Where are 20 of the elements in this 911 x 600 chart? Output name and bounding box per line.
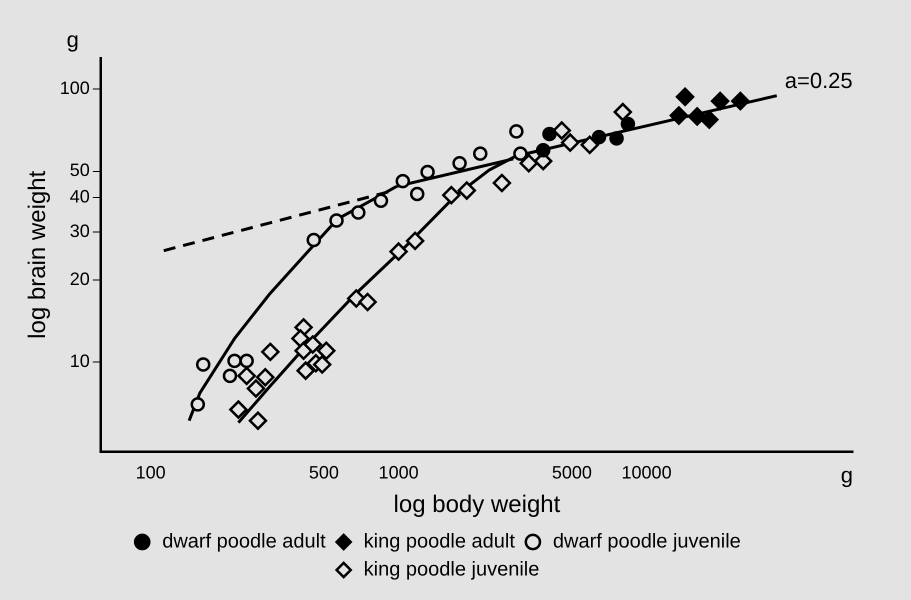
legend-label: king poodle juvenile	[364, 558, 540, 581]
x-tick-label: 5000	[552, 462, 592, 482]
text: g	[66, 27, 79, 52]
y-axis-title: log brain weight	[24, 170, 52, 339]
text: g	[840, 462, 853, 488]
y-tick-label: 40	[70, 186, 90, 207]
annotation: a=0.25	[784, 68, 853, 94]
y-tick-label: 30	[70, 220, 90, 241]
y-tick-label: 50	[70, 160, 90, 180]
legend-label: king poodle adult	[364, 530, 516, 553]
x-tick-label: 1000	[378, 462, 419, 482]
x-tick-label: 10000	[622, 462, 672, 482]
legend-label: dwarf poodle adult	[162, 530, 326, 553]
x-tick-label: 100	[136, 462, 166, 482]
y-tick-label: 10	[70, 351, 90, 372]
legend-label: dwarf poodle juvenile	[552, 530, 741, 553]
y-tick-label: 100	[60, 78, 90, 98]
x-axis-title: log body weight	[394, 491, 561, 518]
y-tick-label: 20	[70, 268, 90, 289]
x-tick-label: 500	[308, 462, 339, 482]
